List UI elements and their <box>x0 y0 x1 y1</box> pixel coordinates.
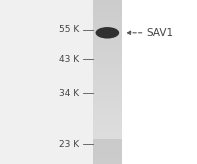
Bar <box>93 52 122 55</box>
Bar <box>93 125 122 128</box>
Bar <box>93 134 122 137</box>
Bar <box>93 161 122 164</box>
Text: SAV1: SAV1 <box>147 28 174 38</box>
Bar <box>93 128 122 131</box>
Bar <box>93 93 122 96</box>
Bar <box>93 101 122 104</box>
Bar <box>93 87 122 90</box>
Bar <box>93 117 122 120</box>
Bar <box>93 73 122 77</box>
Bar <box>93 153 122 156</box>
Bar <box>93 24 122 27</box>
Bar <box>93 98 122 101</box>
Bar <box>93 11 122 14</box>
Bar <box>93 155 122 159</box>
Bar <box>93 71 122 74</box>
Bar <box>93 0 122 3</box>
Bar <box>93 32 122 36</box>
Bar <box>93 41 122 44</box>
Bar <box>93 60 122 63</box>
Bar <box>93 123 122 126</box>
Bar <box>93 62 122 66</box>
Bar <box>93 103 122 107</box>
Bar <box>93 109 122 112</box>
Bar <box>93 5 122 8</box>
Bar <box>93 112 122 115</box>
Bar <box>93 65 122 68</box>
Bar <box>93 150 122 153</box>
Bar <box>93 8 122 11</box>
Bar <box>93 158 122 161</box>
Bar <box>93 38 122 41</box>
Bar <box>93 144 122 148</box>
Bar <box>93 43 122 46</box>
Bar <box>93 54 122 57</box>
Bar <box>93 95 122 98</box>
Bar <box>93 139 122 164</box>
Bar <box>93 35 122 38</box>
Bar <box>93 30 122 33</box>
Bar <box>93 114 122 118</box>
Bar <box>93 90 122 93</box>
Bar <box>93 84 122 87</box>
Bar <box>93 68 122 71</box>
Bar <box>93 49 122 52</box>
Text: 23 K: 23 K <box>59 140 79 149</box>
Text: 43 K: 43 K <box>59 55 79 63</box>
Text: 55 K: 55 K <box>59 25 79 34</box>
Bar <box>93 27 122 30</box>
Bar <box>93 57 122 60</box>
Bar <box>93 19 122 22</box>
Bar <box>93 21 122 25</box>
Bar <box>93 82 122 85</box>
Bar <box>0 0 93 164</box>
Bar <box>93 79 122 82</box>
Bar <box>93 106 122 109</box>
Bar <box>93 139 122 142</box>
Bar <box>93 120 122 123</box>
Bar <box>93 2 122 5</box>
Text: 34 K: 34 K <box>59 89 79 98</box>
Bar <box>93 131 122 134</box>
Bar <box>93 147 122 150</box>
Bar <box>93 16 122 19</box>
Bar <box>93 142 122 145</box>
Bar <box>93 136 122 139</box>
Ellipse shape <box>96 27 119 39</box>
Bar <box>93 46 122 49</box>
Bar <box>93 13 122 16</box>
Bar <box>93 76 122 79</box>
